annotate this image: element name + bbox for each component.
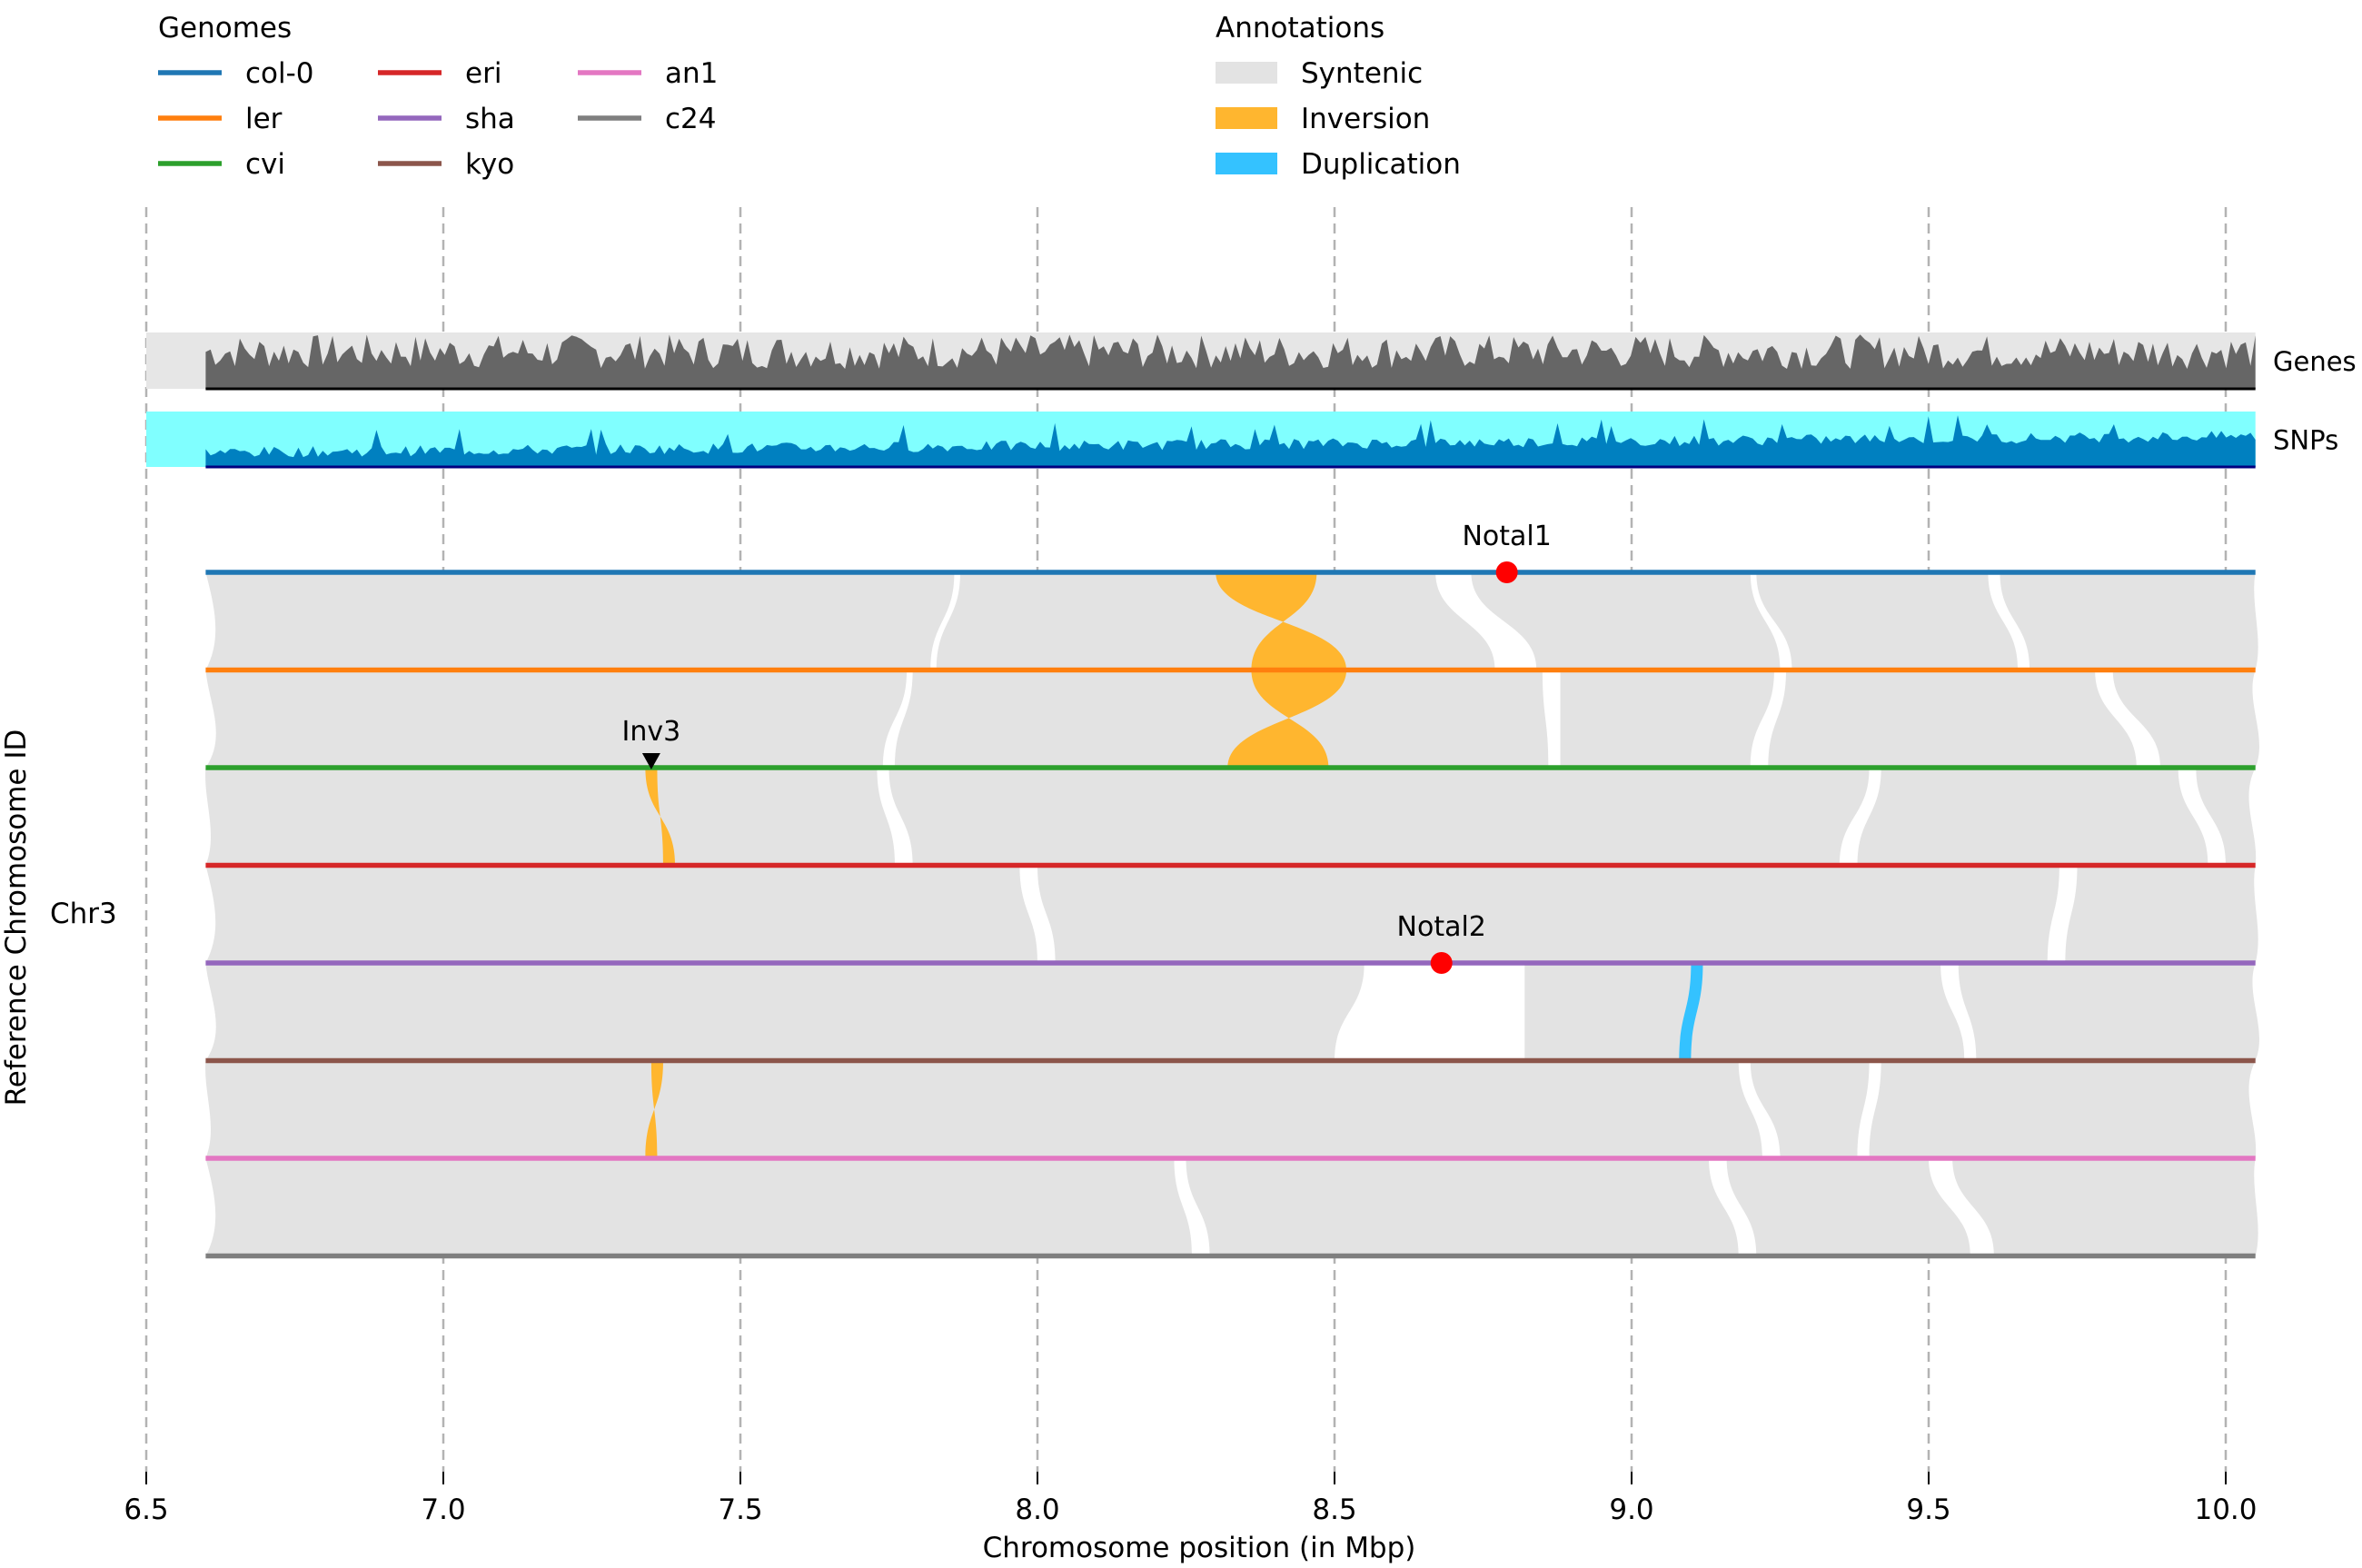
x-tick-label: 10.0 [2194, 1494, 2257, 1526]
unaligned-gap [1174, 1158, 1210, 1256]
legend-label: kyo [465, 148, 514, 181]
snps-density-area [205, 415, 2256, 467]
legend-label: Duplication [1301, 148, 1461, 181]
syntenic-band [205, 572, 2258, 670]
grid-layer [144, 207, 2228, 1472]
x-axis-label: Chromosome position (in Mbp) [983, 1532, 1416, 1564]
x-tick-label: 8.0 [1015, 1494, 1059, 1526]
inversion-ribbon [1216, 572, 1347, 670]
inversion-ribbon [645, 768, 676, 866]
unaligned-gap [882, 670, 913, 768]
syntenic-band [205, 768, 2257, 866]
legend-label: Inversion [1301, 103, 1430, 135]
marker-label: Notal2 [1397, 911, 1486, 943]
unaligned-gap [1940, 963, 1977, 1061]
syntenic-band [205, 670, 2259, 768]
unaligned-gap [877, 768, 913, 866]
duplication-ribbon [1679, 963, 1703, 1061]
unaligned-gap [1542, 670, 1561, 768]
legend-title: Annotations [1216, 12, 1384, 45]
unaligned-gap [1750, 572, 1792, 670]
unaligned-gap [1709, 1158, 1757, 1256]
marker-label: Inv3 [622, 716, 681, 748]
track-label: Genes [2273, 346, 2357, 377]
x-tick-label: 9.5 [1906, 1494, 1950, 1526]
unaligned-gap [1857, 1060, 1881, 1158]
legend-label: sha [465, 103, 515, 135]
track-layer: Genes SNPs [146, 332, 2357, 469]
unaligned-gap [1988, 572, 2030, 670]
synteny-ribbons [205, 572, 2259, 1256]
inversion-ribbon [1227, 670, 1347, 768]
unaligned-gap [1750, 670, 1787, 768]
legend-swatch-duplication [1216, 153, 1277, 174]
unaligned-gap [2047, 865, 2078, 963]
marker-label: Notal1 [1462, 521, 1551, 552]
unaligned-gap [2095, 670, 2161, 768]
legends: Genomes col-0 ler cvi eri sha kyo an1 c24 Annotat… [158, 12, 1461, 181]
x-tick-label: 7.0 [421, 1494, 465, 1526]
legend-label: cvi [245, 148, 285, 181]
x-axis: 6.5 7.0 7.5 8.0 8.5 9.0 9.5 10.0 [124, 1472, 2258, 1526]
y-axis-label: Reference Chromosome ID [0, 729, 33, 1107]
marker-notal2 [1430, 952, 1453, 974]
legend-label: eri [465, 57, 501, 90]
legend-label: ler [245, 103, 283, 135]
x-tick-label: 6.5 [124, 1494, 168, 1526]
unaligned-gap [1738, 1060, 1781, 1158]
syntenic-band [205, 1060, 2257, 1158]
unaligned-gap [1839, 768, 1881, 866]
legend-label: Syntenic [1301, 57, 1423, 90]
marker-inv3 [641, 753, 660, 769]
legend-label: col-0 [245, 57, 314, 90]
legend-title: Genomes [158, 12, 292, 45]
legend-label: an1 [665, 57, 718, 90]
genome-lines [205, 570, 2256, 1259]
unaligned-gap [1929, 1158, 1994, 1256]
syntenic-band [205, 865, 2258, 963]
unaligned-gap [930, 572, 960, 670]
unaligned-gap [1335, 963, 1525, 1061]
x-tick-label: 8.5 [1312, 1494, 1356, 1526]
marker-notal1 [1495, 561, 1518, 583]
track-label: SNPs [2273, 425, 2338, 456]
x-tick-label: 7.5 [718, 1494, 762, 1526]
x-tick-label: 9.0 [1609, 1494, 1653, 1526]
unaligned-gap [2178, 768, 2226, 866]
legend-swatch-syntenic [1216, 62, 1277, 84]
marker-layer: Notal1 Notal2 Inv3 [622, 521, 1552, 974]
legend-label: c24 [665, 103, 717, 135]
unaligned-gap [1019, 865, 1056, 963]
chromosome-label: Chr3 [50, 898, 117, 930]
inversion-ribbon [645, 1060, 663, 1158]
unaligned-gap [1435, 572, 1537, 670]
legend-swatch-inversion [1216, 107, 1277, 129]
genes-density-area [205, 334, 2256, 389]
syntenic-band [205, 963, 2259, 1061]
